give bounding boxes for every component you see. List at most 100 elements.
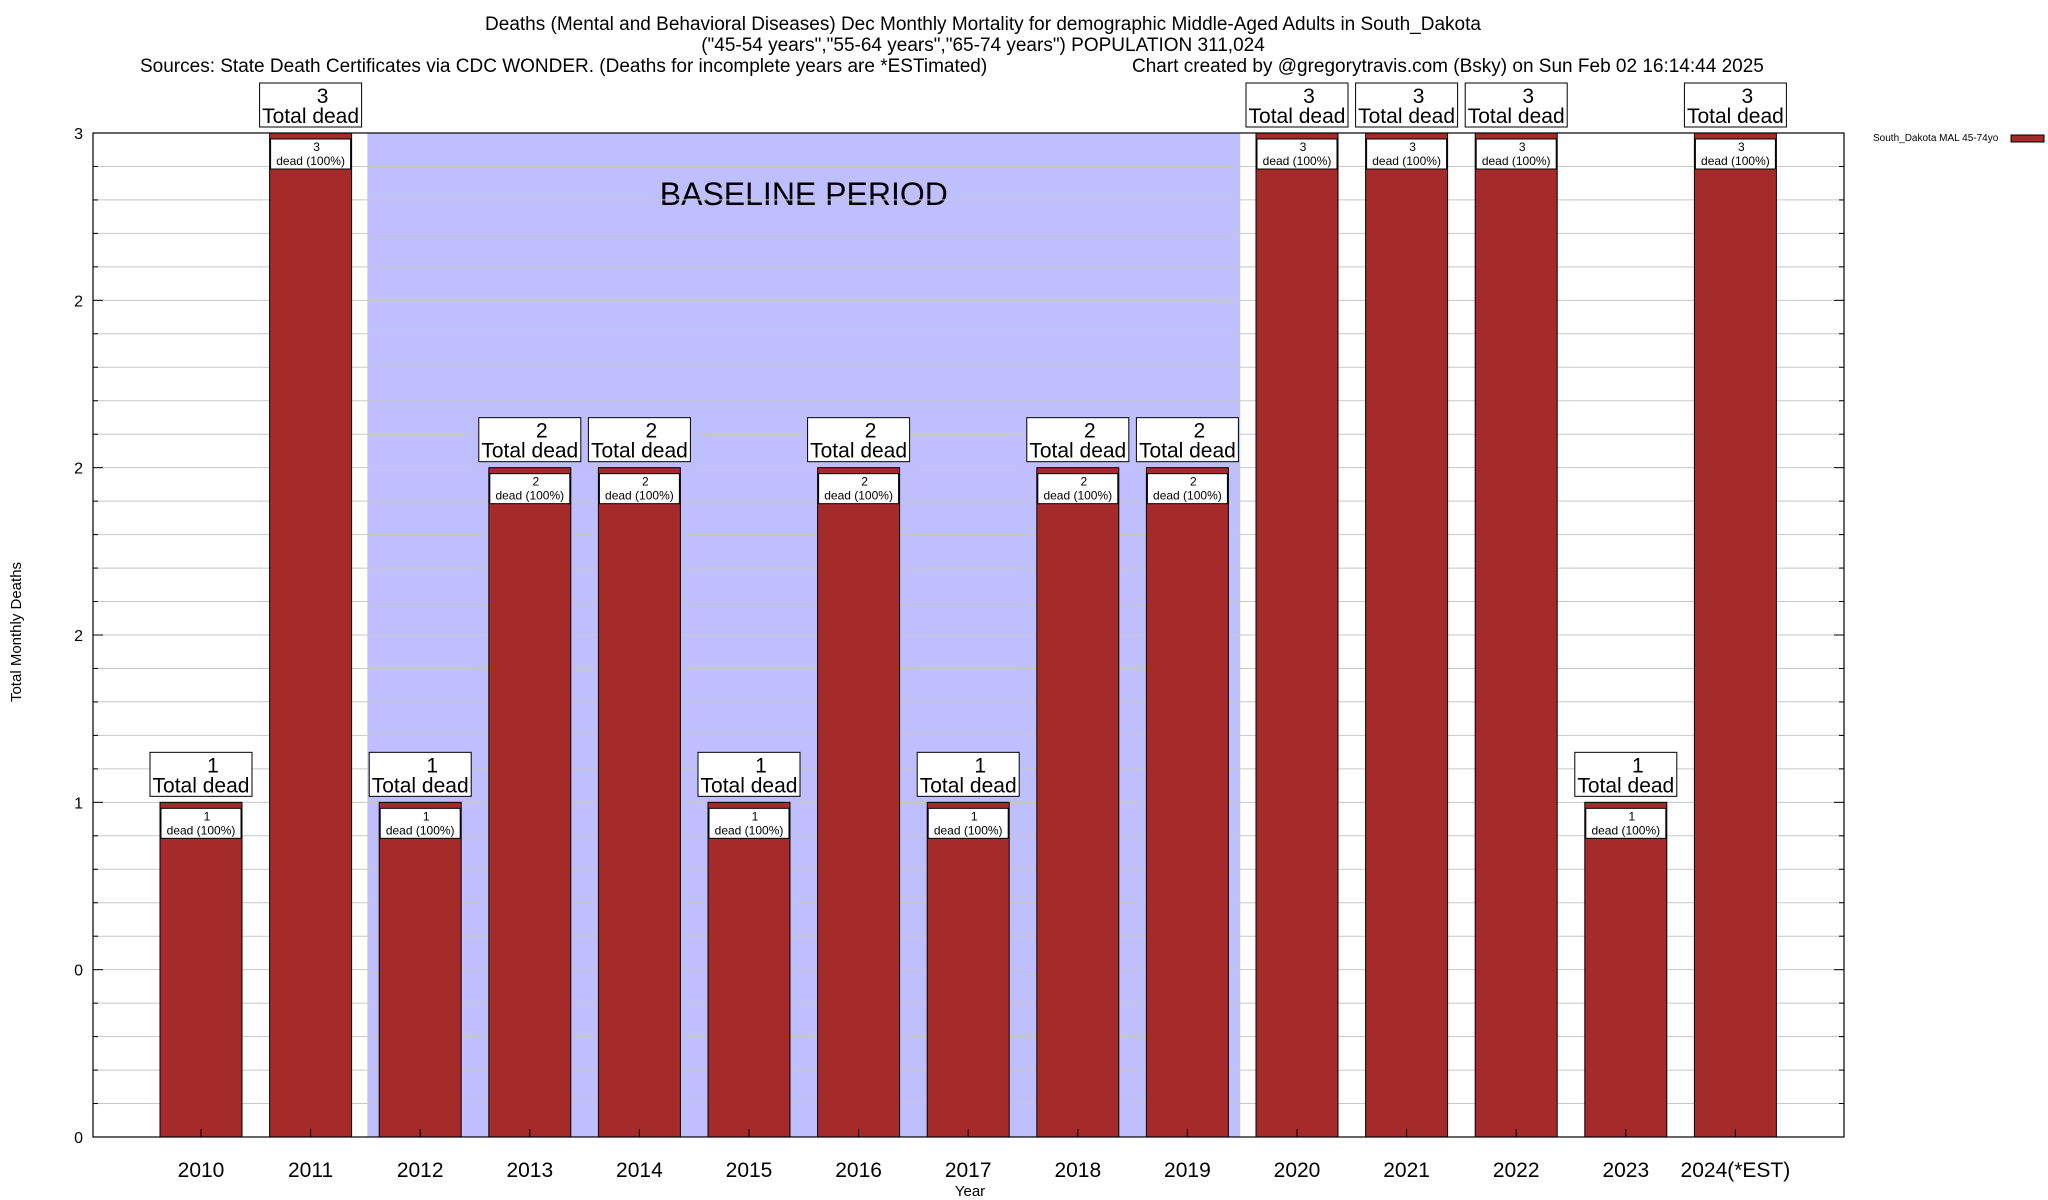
bar-inner-label-box — [818, 473, 900, 505]
bar — [597, 467, 681, 1138]
bar-total-text: Total dead — [1687, 105, 1784, 128]
bar-total-count: 1 — [974, 754, 986, 777]
x-tick-label: 2022 — [1493, 1159, 1540, 1182]
bar-total-text: Total dead — [920, 774, 1017, 797]
y-tick-label: 0 — [74, 963, 83, 980]
bar-inner-count: 1 — [752, 809, 759, 823]
bar-inner-label-box — [1256, 138, 1338, 170]
bar-total-count: 2 — [865, 420, 877, 443]
bar-total-text: Total dead — [1029, 440, 1126, 463]
bar-inner-label-box — [927, 807, 1009, 839]
bar-inner-count: 2 — [1080, 475, 1087, 489]
y-tick-label: 0 — [74, 1130, 83, 1147]
x-tick-label: 2018 — [1054, 1159, 1101, 1182]
bar-inner-percent: dead (100%) — [276, 154, 345, 168]
bar-inner-percent: dead (100%) — [934, 823, 1003, 837]
x-tick-label: 2021 — [1383, 1159, 1430, 1182]
y-tick-label: 1 — [74, 795, 83, 812]
bar-inner-count: 3 — [1300, 140, 1307, 154]
chart-title-line-1: Deaths (Mental and Behavioral Diseases) … — [485, 14, 1481, 35]
bar-total-text: Total dead — [591, 440, 688, 463]
bar-inner-label-box — [598, 473, 680, 505]
bar-total-text: Total dead — [1358, 105, 1455, 128]
bar-inner-label-box — [1694, 138, 1776, 170]
bar-total-text: Total dead — [262, 105, 359, 128]
bar-total-count: 1 — [1632, 754, 1644, 777]
bar-total-count: 2 — [1084, 420, 1096, 443]
bar-inner-count: 2 — [1190, 475, 1197, 489]
bar-total-label-box — [1464, 82, 1568, 128]
bar-total-label-box — [697, 751, 801, 797]
bar-inner-percent: dead (100%) — [167, 823, 236, 837]
y-tick-label: 2 — [74, 293, 83, 310]
bar-inner-percent: dead (100%) — [495, 489, 564, 503]
x-tick-label: 2013 — [506, 1159, 553, 1182]
bar-inner-count: 2 — [861, 475, 868, 489]
bar — [926, 801, 1010, 1138]
plot-frame — [92, 132, 1845, 1138]
x-tick-label: 2015 — [726, 1159, 773, 1182]
bar-total-label-box — [1026, 417, 1130, 463]
bar — [1145, 467, 1229, 1138]
bar-inner-label-box — [1366, 138, 1448, 170]
bar-total-label-box — [149, 751, 253, 797]
bar-inner-count: 3 — [313, 140, 320, 154]
bar — [1036, 467, 1120, 1138]
y-tick-label: 2 — [74, 461, 83, 478]
bar-total-count: 2 — [646, 420, 658, 443]
bar-inner-percent: dead (100%) — [386, 823, 455, 837]
bar-total-text: Total dead — [153, 774, 250, 797]
x-tick-label: 2012 — [397, 1159, 444, 1182]
bar-inner-percent: dead (100%) — [1372, 154, 1441, 168]
x-tick-label: 2010 — [178, 1159, 225, 1182]
bar-total-count: 3 — [1742, 85, 1754, 108]
bar-total-text: Total dead — [1577, 774, 1674, 797]
x-tick-label: 2023 — [1602, 1159, 1649, 1182]
y-tick-label: 2 — [74, 628, 83, 645]
bar-total-label-box — [478, 417, 582, 463]
legend-label: South_Dakota MAL 45-74yo — [1873, 133, 1999, 144]
bar — [159, 801, 243, 1138]
bar-total-count: 1 — [207, 754, 219, 777]
bar-total-count: 2 — [1194, 420, 1206, 443]
baseline-label: BASELINE PERIOD — [660, 176, 948, 212]
legend: South_Dakota MAL 45-74yo — [1873, 133, 2045, 144]
x-tick-label: 2016 — [835, 1159, 882, 1182]
bar-inner-count: 1 — [204, 809, 211, 823]
bar-total-label-box — [368, 751, 472, 797]
bar-inner-percent: dead (100%) — [824, 489, 893, 503]
bar-total-label-box — [1245, 82, 1349, 128]
bar-total-count: 3 — [317, 85, 329, 108]
bar — [378, 801, 462, 1138]
x-tick-label: 2020 — [1274, 1159, 1321, 1182]
x-tick-label: 2019 — [1164, 1159, 1211, 1182]
bar-total-text: Total dead — [372, 774, 469, 797]
bar-inner-label-box — [379, 807, 461, 839]
bar-total-label-box — [1683, 82, 1787, 128]
bar-total-count: 1 — [755, 754, 767, 777]
x-tick-label: 2017 — [945, 1159, 992, 1182]
bar — [1255, 132, 1339, 1138]
bar-total-text: Total dead — [810, 440, 907, 463]
title-block: Deaths (Mental and Behavioral Diseases) … — [140, 14, 1764, 77]
bar-total-count: 1 — [426, 754, 438, 777]
bar — [269, 132, 353, 1138]
